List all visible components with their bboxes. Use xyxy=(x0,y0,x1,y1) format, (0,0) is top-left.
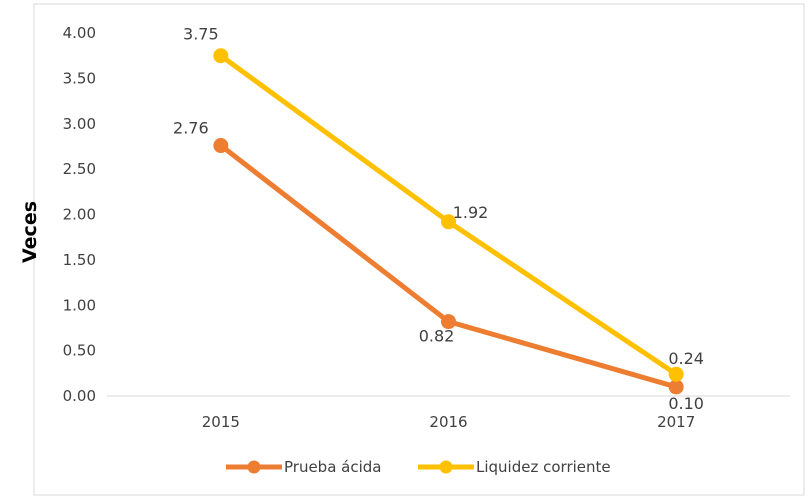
data-label: 2.76 xyxy=(173,119,209,138)
series-points xyxy=(213,48,684,395)
legend: Prueba ácida Liquidez corriente xyxy=(226,458,611,476)
y-tick-label: 3.50 xyxy=(63,69,96,87)
y-tick-label: 1.50 xyxy=(63,251,96,269)
y-tick-label: 0.00 xyxy=(63,387,96,405)
data-labels: 2.76 0.82 0.10 3.75 1.92 0.24 xyxy=(173,25,704,413)
chart-border xyxy=(33,3,805,496)
y-tick-label: 1.00 xyxy=(63,296,96,314)
y-tick-label: 2.00 xyxy=(63,206,96,224)
data-label: 1.92 xyxy=(453,203,489,222)
legend-swatch-marker xyxy=(247,460,261,474)
y-tick-label: 2.50 xyxy=(63,160,96,178)
x-tick-label: 2016 xyxy=(429,413,467,431)
legend-label: Prueba ácida xyxy=(284,458,382,476)
x-tick-label: 2017 xyxy=(657,413,695,431)
data-point xyxy=(668,366,684,382)
data-label: 0.82 xyxy=(419,327,455,346)
y-tick-label: 4.00 xyxy=(63,24,96,42)
data-point xyxy=(213,48,229,64)
data-label: 0.24 xyxy=(668,349,704,368)
y-tick-labels: 0.00 0.50 1.00 1.50 2.00 2.50 3.00 3.50 4.00 xyxy=(63,24,96,405)
data-label: 3.75 xyxy=(183,25,219,44)
x-tick-labels: 2015 2016 2017 xyxy=(202,413,696,431)
x-tick-label: 2015 xyxy=(202,413,240,431)
data-label: 0.10 xyxy=(668,394,704,413)
data-point xyxy=(441,314,456,330)
legend-swatch-marker xyxy=(439,460,453,474)
data-point xyxy=(213,138,229,154)
legend-label: Liquidez corriente xyxy=(476,458,611,476)
y-axis-title: Veces xyxy=(19,201,41,263)
y-tick-label: 3.00 xyxy=(63,115,96,133)
data-point xyxy=(441,214,456,230)
data-point xyxy=(668,379,684,395)
y-tick-label: 0.50 xyxy=(63,342,96,360)
